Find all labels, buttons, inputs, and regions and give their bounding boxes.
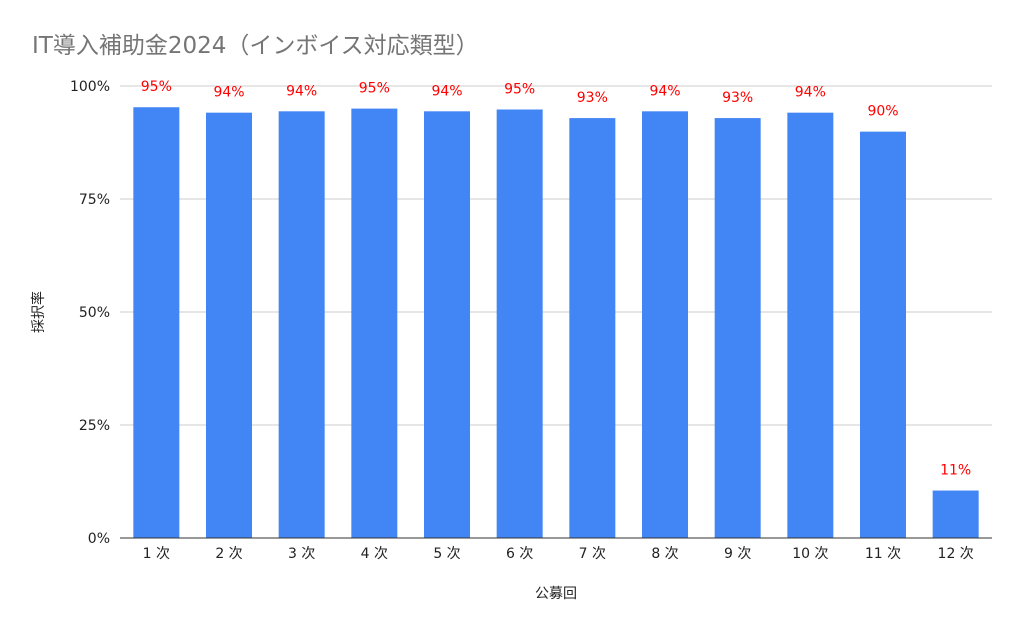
data-labels: 95% 94% 94% 95% 94% 95% 93% 94% 93% 94% 90% 11% <box>141 79 971 478</box>
y-tick-label: 0% <box>88 531 110 547</box>
bar <box>642 111 688 538</box>
y-axis-ticks: 0% 25% 50% 75% 100% <box>70 79 110 547</box>
x-tick-label: 12 次 <box>938 546 974 562</box>
x-axis-label: 公募回 <box>535 586 577 602</box>
y-tick-label: 50% <box>79 305 110 321</box>
x-tick-label: 9 次 <box>724 546 751 562</box>
data-label: 94% <box>649 83 680 99</box>
bar <box>351 108 398 538</box>
bar <box>569 118 616 538</box>
bar <box>932 490 979 538</box>
bar <box>496 109 543 538</box>
y-tick-label: 75% <box>79 192 110 208</box>
data-label: 11% <box>940 463 971 479</box>
x-axis-ticks: 1 次 2 次 3 次 4 次 5 次 6 次 7 次 8 次 9 次 10 次 11 次 12 次 <box>143 546 974 562</box>
data-label: 94% <box>431 83 462 99</box>
data-label: 93% <box>722 90 753 106</box>
x-tick-label: 7 次 <box>579 546 606 562</box>
bar <box>133 107 180 538</box>
data-label: 95% <box>504 82 535 98</box>
x-tick-label: 4 次 <box>361 546 388 562</box>
y-axis-label: 採択率 <box>30 291 47 333</box>
x-tick-label: 10 次 <box>792 546 828 562</box>
bar <box>206 112 252 538</box>
bar <box>278 111 325 538</box>
x-tick-label: 5 次 <box>433 546 460 562</box>
bar <box>860 131 906 539</box>
y-tick-label: 100% <box>70 79 110 95</box>
bar <box>787 112 834 538</box>
x-tick-label: 11 次 <box>865 546 901 562</box>
x-tick-label: 6 次 <box>506 546 533 562</box>
data-label: 93% <box>577 90 608 106</box>
data-label: 95% <box>141 79 172 95</box>
data-label: 94% <box>795 85 826 101</box>
data-label: 95% <box>359 81 390 97</box>
x-tick-label: 2 次 <box>215 546 242 562</box>
bar <box>714 118 761 538</box>
y-tick-label: 25% <box>79 418 110 434</box>
x-tick-label: 3 次 <box>288 546 315 562</box>
data-label: 94% <box>286 83 317 99</box>
bars <box>133 107 979 539</box>
data-label: 94% <box>213 85 244 101</box>
data-label: 90% <box>867 104 898 120</box>
x-tick-label: 1 次 <box>143 546 170 562</box>
chart-title: IT導入補助金2024（インボイス対応類型） <box>32 33 479 59</box>
x-tick-label: 8 次 <box>651 546 678 562</box>
bar <box>424 111 470 538</box>
